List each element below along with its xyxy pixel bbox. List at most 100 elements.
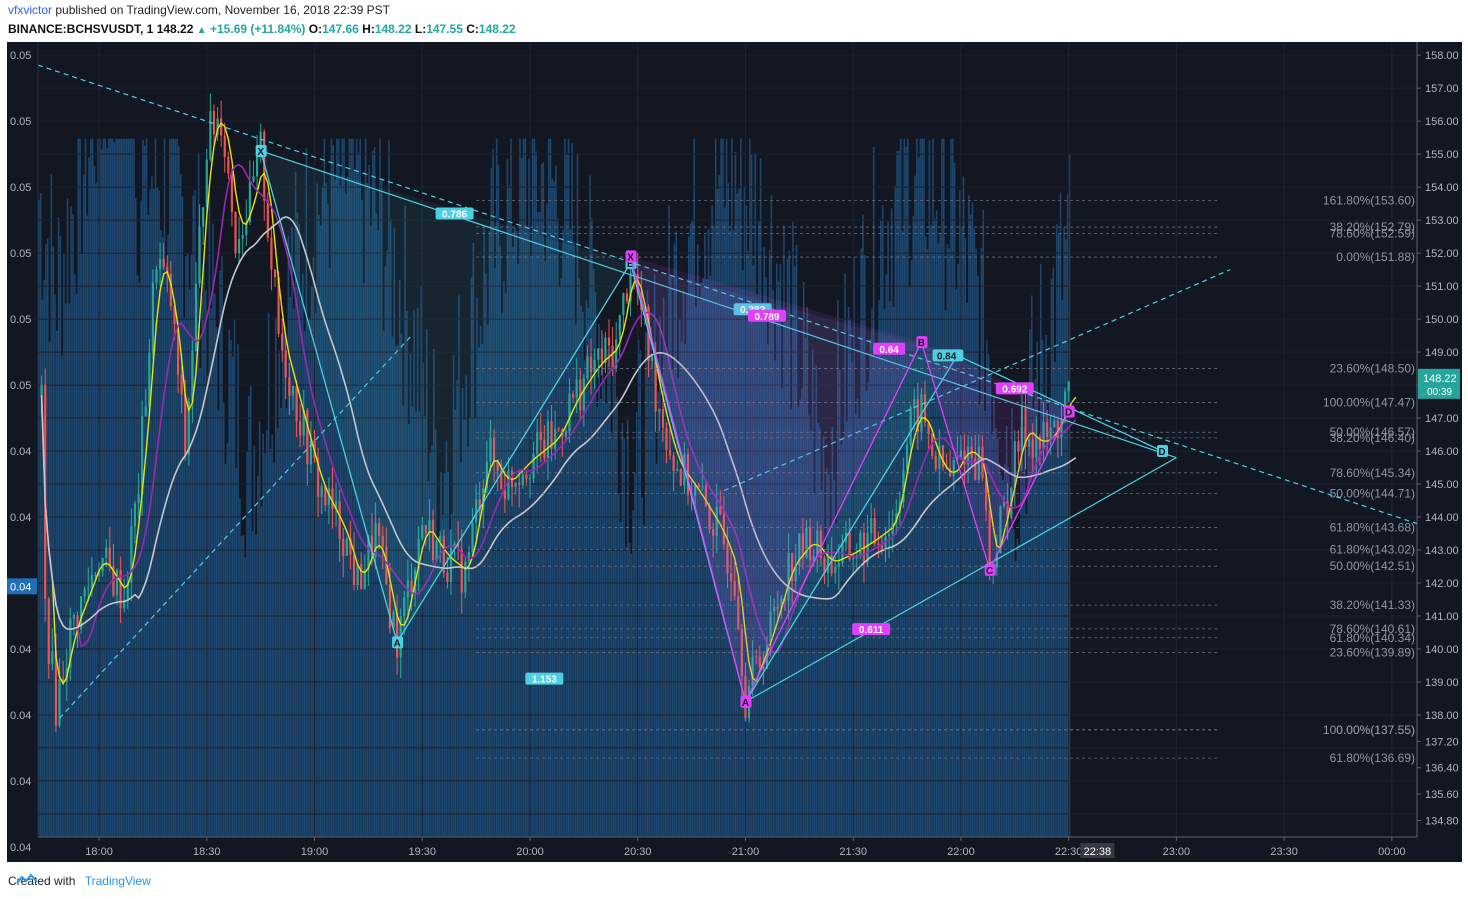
volume-bar — [682, 290, 685, 837]
candle-body — [701, 485, 704, 488]
candle-body — [367, 535, 370, 571]
volume-bar — [991, 434, 994, 837]
candle-body — [363, 570, 366, 590]
volume-bar — [230, 339, 232, 837]
price-chart[interactable]: 161.80%(153.60) 38.20%(152.79)78.60%(152.… — [7, 42, 1462, 862]
volume-bar — [64, 303, 67, 837]
volume-bar — [946, 244, 949, 838]
volume-bar — [179, 173, 182, 837]
fib-label: 61.80%(143.68) — [1330, 521, 1415, 535]
candle-body — [385, 547, 388, 585]
candle-body — [888, 534, 891, 537]
candle-body — [1024, 406, 1027, 447]
right-axis-label: 158.00 — [1425, 50, 1459, 62]
candle-body — [801, 533, 805, 558]
publisher-name[interactable]: vfxvictor — [8, 3, 53, 17]
candle-body — [417, 538, 420, 571]
cyan-pattern-point-x: X — [255, 144, 267, 158]
candle-body — [295, 385, 298, 422]
candle-body — [672, 455, 675, 472]
volume-bar — [869, 339, 871, 837]
volume-bar — [736, 193, 739, 838]
chart-frame[interactable]: 161.80%(153.60) 38.20%(152.79) 78.60%(152.… — [7, 42, 1462, 862]
volume-bar — [908, 287, 911, 837]
extra-ratio: 0.84 — [932, 349, 961, 362]
candle-body — [611, 345, 614, 369]
volume-bar — [571, 143, 573, 838]
trendline — [59, 335, 412, 719]
fib-label: 38.20%(141.33) — [1330, 598, 1415, 612]
volume-bar — [194, 189, 196, 838]
volume-bar — [1007, 467, 1010, 837]
volume-bar — [714, 138, 717, 837]
volume-bar — [398, 279, 401, 837]
volume-bar — [610, 432, 613, 837]
volume-bar — [853, 257, 855, 837]
volume-bar — [465, 375, 467, 837]
volume-bar — [192, 195, 195, 838]
volume-bar — [847, 307, 850, 837]
volume-bar — [77, 138, 80, 837]
volume-bar — [630, 554, 633, 837]
candle-body — [299, 421, 302, 436]
candle-body — [607, 337, 611, 346]
fib-label: 23.60%(139.89) — [1330, 646, 1415, 660]
cyan-pattern-point-badge — [255, 144, 267, 157]
low-value: 147.55 — [426, 22, 463, 36]
volume-bar — [450, 514, 453, 837]
magenta-pattern-ratio-badge — [995, 382, 1034, 395]
volume-bar — [767, 344, 769, 837]
right-axis-label: 155.00 — [1425, 149, 1459, 161]
cyan-pattern-ratio: 0.786 — [435, 207, 474, 221]
candle-body — [769, 611, 772, 642]
volume-bar — [546, 203, 548, 838]
candle-body — [902, 470, 905, 502]
volume-bar — [519, 138, 521, 837]
volume-bar — [515, 231, 518, 837]
candle-body — [895, 513, 898, 524]
volume-bar — [174, 138, 177, 837]
volume-bar — [156, 187, 159, 838]
candle-body — [704, 485, 708, 507]
candle-body — [291, 385, 295, 396]
candle-body — [83, 588, 86, 597]
volume-bar — [318, 215, 320, 837]
left-axis-label: 0.04 — [10, 842, 31, 854]
volume-bar — [477, 347, 480, 837]
candle-body — [69, 618, 72, 669]
volume-bar — [842, 437, 845, 837]
volume-bar — [170, 138, 173, 837]
candle-body — [421, 525, 424, 539]
candle-body — [640, 292, 643, 311]
volume-bar — [743, 186, 746, 838]
volume-bar — [452, 355, 455, 837]
right-axis-label: 146.00 — [1425, 446, 1459, 458]
magenta-pattern-point-label: X — [627, 252, 634, 263]
volume-bar — [379, 138, 381, 837]
volume-bar — [1032, 408, 1035, 837]
x-axis-label: 00:00 — [1378, 846, 1406, 858]
volume-bar — [149, 189, 151, 838]
volume-bar — [564, 138, 566, 837]
volume-bar — [1034, 378, 1037, 837]
tradingview-brand[interactable]: TradingView — [84, 874, 151, 888]
volume-bar — [454, 409, 457, 837]
volume-bar — [761, 315, 764, 837]
x-axis-label: 20:30 — [624, 846, 652, 858]
volume-bar — [292, 308, 295, 837]
volume-bar — [99, 138, 101, 837]
candle-body — [1031, 439, 1034, 458]
volume-bar — [558, 286, 561, 837]
volume-bar — [219, 270, 221, 837]
volume-bar — [449, 529, 451, 837]
candle-body — [345, 538, 348, 556]
volume-bar — [443, 473, 446, 837]
right-axis-label: 136.40 — [1425, 763, 1459, 775]
candle-body — [521, 474, 524, 486]
volume-bar — [632, 510, 634, 837]
right-axis-label: 154.00 — [1425, 182, 1459, 194]
candle-body — [510, 470, 514, 487]
volume-bar — [856, 398, 859, 837]
candle-body — [625, 293, 629, 302]
volume-bar — [910, 260, 913, 837]
